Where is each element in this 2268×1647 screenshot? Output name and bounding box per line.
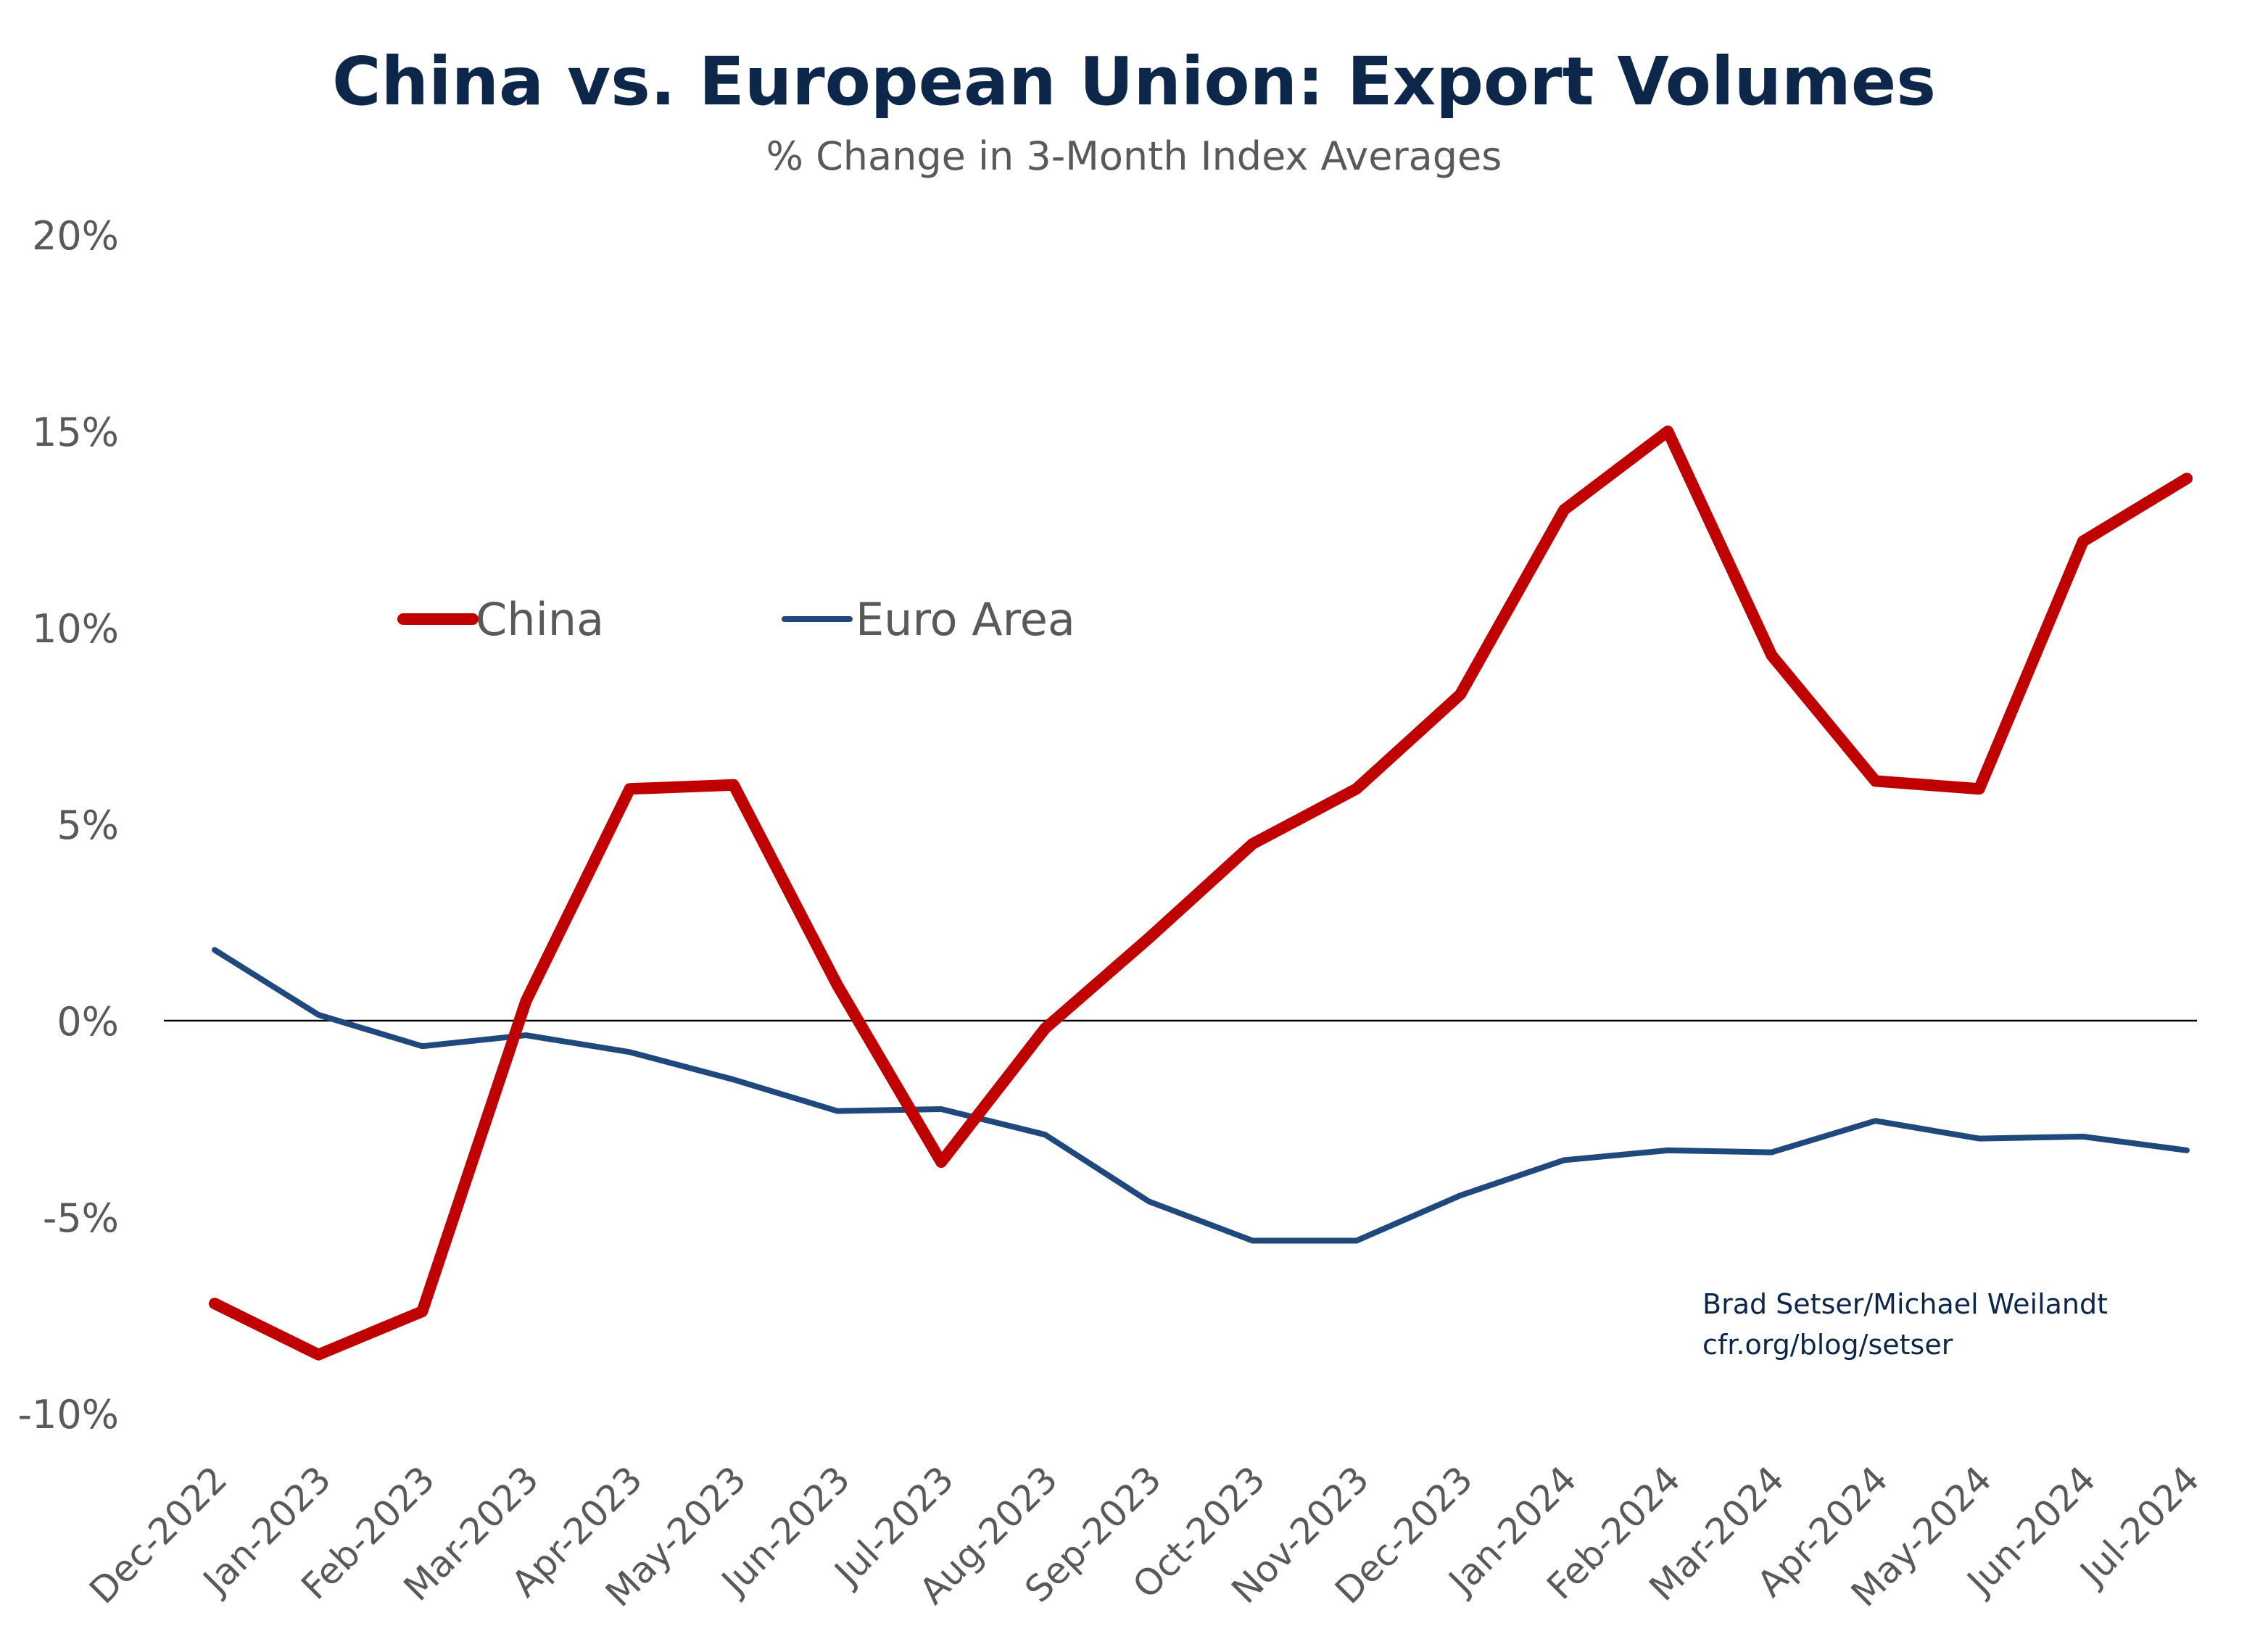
series-line-china [209, 426, 2193, 1361]
y-tick-label: -10% [17, 1392, 119, 1438]
y-tick-label: 15% [32, 410, 119, 455]
y-tick-label: 10% [32, 606, 119, 652]
credit-authors: Brad Setser/Michael Weilandt [1702, 1288, 2108, 1320]
legend-label-euro-area: Euro Area [856, 593, 1075, 646]
y-tick-label: -5% [43, 1195, 119, 1241]
credit-url: cfr.org/blog/setser [1702, 1329, 1953, 1361]
series-line-euro-area [212, 947, 2190, 1244]
chart-subtitle: % Change in 3-Month Index Averages [766, 133, 1502, 179]
y-tick-label: 20% [32, 213, 119, 259]
y-tick-label: 0% [57, 999, 119, 1045]
legend: China Euro Area [397, 593, 1075, 646]
chart-title: China vs. European Union: Export Volumes [332, 43, 1936, 120]
y-tick-label: 5% [57, 802, 119, 848]
legend-label-china: China [476, 593, 604, 646]
